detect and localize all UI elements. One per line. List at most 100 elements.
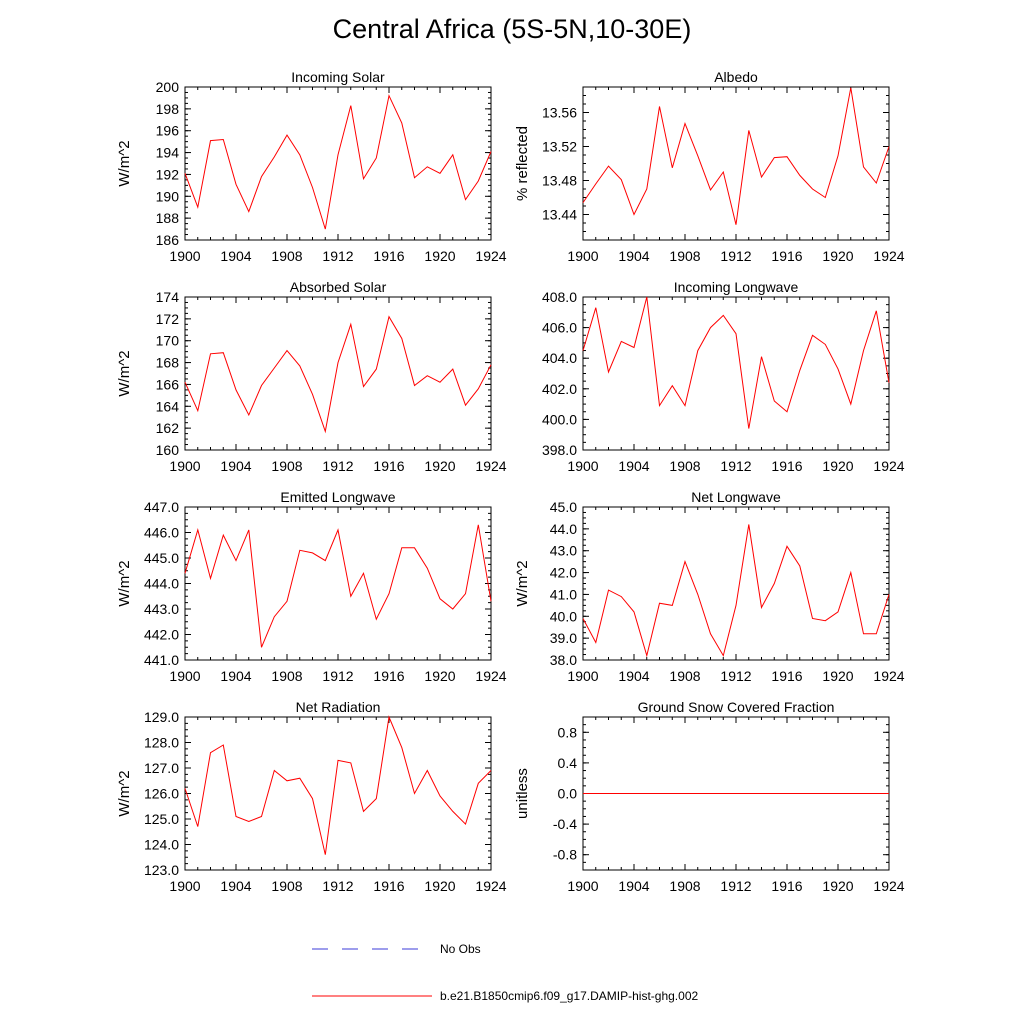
y-tick-label: -0.4	[553, 816, 577, 832]
plot-frame	[184, 716, 492, 871]
x-tick-label: 1920	[822, 248, 853, 264]
y-axis-label: W/m^2	[514, 560, 531, 606]
x-tick-label: 1908	[669, 668, 700, 684]
y-tick-label: 398.0	[542, 442, 577, 458]
y-tick-label: 170	[156, 333, 180, 349]
x-tick-label: 1920	[424, 458, 455, 474]
y-tick-label: 127.0	[144, 760, 179, 776]
x-tick-label: 1908	[271, 878, 302, 894]
y-tick-label: 45.0	[550, 499, 577, 515]
panel-title: Absorbed Solar	[290, 279, 387, 295]
panel-title: Incoming Longwave	[674, 279, 799, 295]
y-tick-label: 41.0	[550, 586, 577, 602]
x-tick-label: 1904	[618, 458, 649, 474]
y-tick-label: 196	[156, 123, 180, 139]
y-tick-label: 0.0	[558, 786, 578, 802]
x-tick-label: 1900	[169, 668, 200, 684]
y-tick-label: 172	[156, 311, 180, 327]
x-tick-label: 1908	[271, 248, 302, 264]
x-tick-label: 1924	[475, 878, 506, 894]
x-tick-label: 1916	[373, 878, 404, 894]
x-tick-label: 1912	[720, 248, 751, 264]
x-tick-label: 1908	[669, 878, 700, 894]
x-tick-label: 1908	[271, 458, 302, 474]
x-tick-label: 1924	[475, 248, 506, 264]
y-axis-label: W/m^2	[116, 770, 133, 816]
x-tick-label: 1904	[220, 668, 251, 684]
x-tick-label: 1916	[771, 878, 802, 894]
x-tick-label: 1916	[771, 458, 802, 474]
y-tick-label: 160	[156, 442, 180, 458]
y-tick-label: 408.0	[542, 289, 577, 305]
y-axis-label: W/m^2	[116, 350, 133, 396]
y-tick-label: 39.0	[550, 630, 577, 646]
y-tick-label: 126.0	[144, 786, 179, 802]
x-tick-label: 1924	[873, 458, 904, 474]
plot-frame	[184, 86, 492, 241]
x-tick-label: 1904	[220, 878, 251, 894]
x-tick-label: 1904	[618, 668, 649, 684]
x-tick-label: 1920	[822, 458, 853, 474]
x-tick-label: 1920	[424, 668, 455, 684]
y-tick-label: 38.0	[550, 652, 577, 668]
y-tick-label: 443.0	[144, 601, 179, 617]
y-tick-label: 445.0	[144, 550, 179, 566]
y-tick-label: 123.0	[144, 862, 179, 878]
y-tick-label: 0.4	[558, 755, 578, 771]
x-tick-label: 1900	[567, 668, 598, 684]
y-tick-label: 164	[156, 398, 180, 414]
y-tick-label: 44.0	[550, 521, 577, 537]
y-tick-label: 125.0	[144, 811, 179, 827]
x-tick-label: 1916	[771, 248, 802, 264]
x-tick-label: 1924	[873, 878, 904, 894]
y-tick-label: 198	[156, 101, 180, 117]
y-axis-label: W/m^2	[116, 560, 133, 606]
y-tick-label: 42.0	[550, 565, 577, 581]
y-tick-label: 124.0	[144, 837, 179, 853]
x-tick-label: 1904	[618, 248, 649, 264]
y-tick-label: 194	[156, 145, 180, 161]
y-tick-label: 404.0	[542, 350, 577, 366]
y-tick-label: 174	[156, 289, 180, 305]
x-tick-label: 1916	[373, 248, 404, 264]
y-tick-label: 166	[156, 376, 180, 392]
y-tick-label: 400.0	[542, 411, 577, 427]
y-tick-label: 43.0	[550, 543, 577, 559]
x-tick-label: 1904	[618, 878, 649, 894]
panel-title: Emitted Longwave	[280, 489, 395, 505]
x-tick-label: 1924	[475, 668, 506, 684]
y-tick-label: 13.56	[542, 105, 577, 121]
y-tick-label: 13.44	[542, 207, 577, 223]
y-tick-label: 168	[156, 355, 180, 371]
x-tick-label: 1912	[720, 878, 751, 894]
plot-frame	[582, 86, 890, 241]
y-tick-label: 190	[156, 188, 180, 204]
y-tick-label: 402.0	[542, 381, 577, 397]
x-tick-label: 1924	[873, 248, 904, 264]
series-line	[582, 524, 890, 658]
x-tick-label: 1900	[169, 458, 200, 474]
y-tick-label: 13.52	[542, 139, 577, 155]
page-title: Central Africa (5S-5N,10-30E)	[332, 14, 692, 44]
y-tick-label: 446.0	[144, 525, 179, 541]
y-tick-label: -0.8	[553, 847, 577, 863]
y-tick-label: 200	[156, 79, 180, 95]
series-line	[184, 94, 492, 230]
x-tick-label: 1908	[271, 668, 302, 684]
x-tick-label: 1908	[669, 458, 700, 474]
y-tick-label: 40.0	[550, 608, 577, 624]
y-axis-label: W/m^2	[116, 140, 133, 186]
y-tick-label: 129.0	[144, 709, 179, 725]
series-line	[184, 315, 492, 434]
x-tick-label: 1912	[322, 248, 353, 264]
x-tick-label: 1912	[322, 668, 353, 684]
y-tick-label: 128.0	[144, 735, 179, 751]
series-line	[184, 524, 492, 648]
x-tick-label: 1912	[720, 458, 751, 474]
x-tick-label: 1904	[220, 248, 251, 264]
y-tick-label: 0.8	[558, 724, 578, 740]
panel-title: Incoming Solar	[291, 69, 385, 85]
series-line	[582, 87, 890, 225]
y-tick-label: 188	[156, 210, 180, 226]
